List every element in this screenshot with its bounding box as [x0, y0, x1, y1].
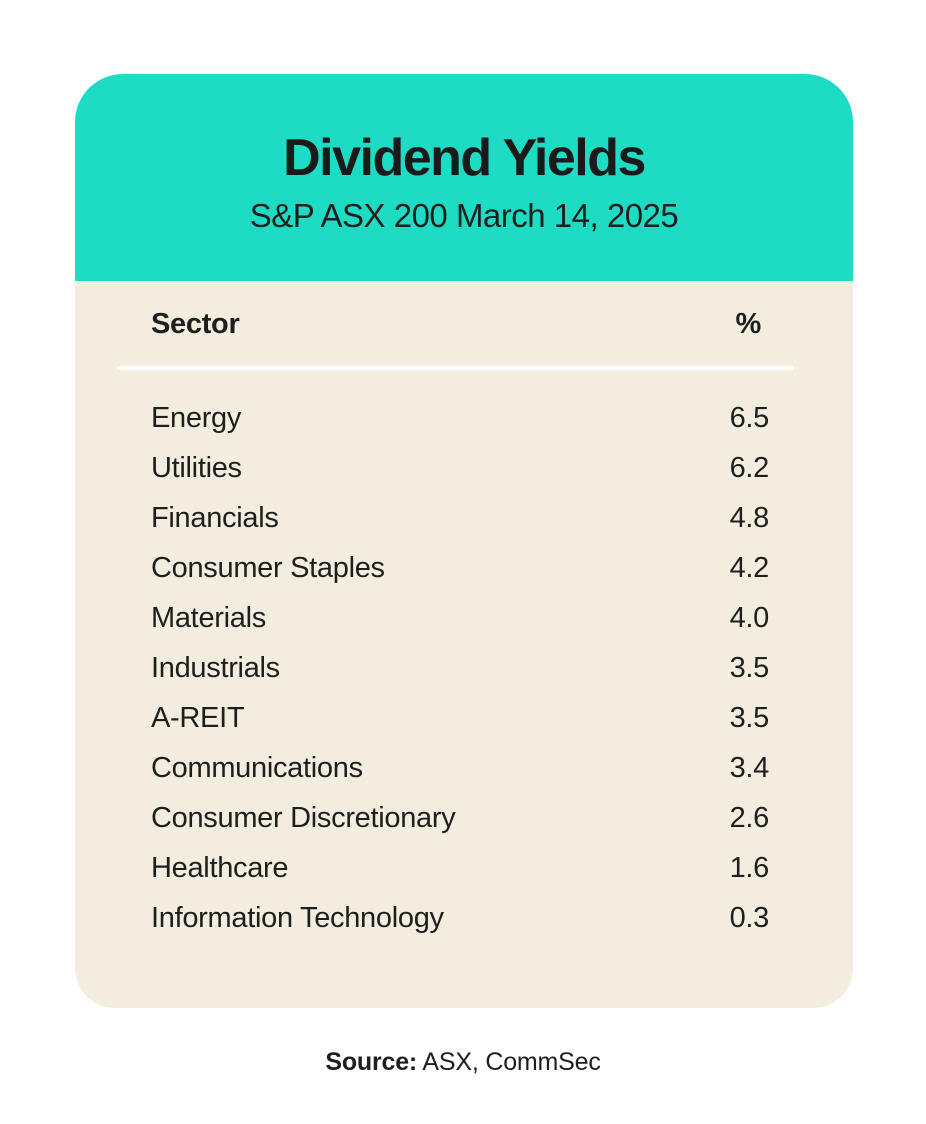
table-row: Financials 4.8	[151, 493, 769, 543]
card-body: Sector % Energy 6.5 Utilities 6.2 Financials…	[75, 281, 853, 1008]
yield-value: 3.5	[729, 701, 770, 734]
header-divider	[117, 366, 794, 370]
sector-label: Consumer Staples	[151, 551, 385, 584]
card-subtitle: S&P ASX 200 March 14, 2025	[249, 196, 679, 234]
sector-label: Materials	[151, 601, 266, 634]
yield-value: 6.2	[729, 451, 770, 484]
yield-value: 3.4	[729, 751, 770, 784]
sector-label: Energy	[151, 401, 242, 434]
sector-label: Healthcare	[151, 851, 289, 884]
yield-value: 1.6	[729, 851, 770, 884]
sector-label: Communications	[151, 751, 363, 784]
dividend-yields-card: Dividend Yields S&P ASX 200 March 14, 20…	[75, 74, 853, 1008]
card-title: Dividend Yields	[283, 129, 646, 188]
yield-value: 3.5	[729, 651, 770, 684]
table-row: Consumer Staples 4.2	[151, 543, 769, 593]
column-header-sector: Sector	[151, 307, 240, 340]
sector-label: Industrials	[151, 651, 280, 684]
yield-value: 0.3	[729, 901, 770, 934]
table-row: Utilities 6.2	[151, 443, 769, 493]
table-row: A-REIT 3.5	[151, 693, 769, 743]
yield-value: 4.0	[729, 601, 770, 634]
yield-value: 4.8	[729, 501, 770, 534]
table-row: Industrials 3.5	[151, 643, 769, 693]
table-row: Information Technology 0.3	[151, 893, 769, 943]
table-body: Energy 6.5 Utilities 6.2 Financials 4.8 Consum…	[151, 393, 769, 943]
table-row: Consumer Discretionary 2.6	[151, 793, 769, 843]
sector-label: A-REIT	[151, 701, 245, 734]
yield-value: 4.2	[729, 551, 770, 584]
table-row: Energy 6.5	[151, 393, 769, 443]
sector-label: Consumer Discretionary	[151, 801, 456, 834]
source-label: Source:	[325, 1048, 418, 1076]
source-value: ASX, CommSec	[422, 1048, 601, 1076]
sector-yield-table: Sector % Energy 6.5 Utilities 6.2 Financials…	[117, 301, 794, 943]
table-row: Materials 4.0	[151, 593, 769, 643]
source-note: Source: ASX, CommSec	[0, 1048, 926, 1077]
sector-label: Utilities	[151, 451, 242, 484]
table-row: Healthcare 1.6	[151, 843, 769, 893]
column-header-percent: %	[735, 307, 762, 340]
table-row: Communications 3.4	[151, 743, 769, 793]
table-header-row: Sector %	[151, 301, 769, 347]
sector-label: Information Technology	[151, 901, 444, 934]
yield-value: 6.5	[729, 401, 770, 434]
sector-label: Financials	[151, 501, 279, 534]
card-header: Dividend Yields S&P ASX 200 March 14, 20…	[75, 74, 853, 281]
yield-value: 2.6	[729, 801, 770, 834]
